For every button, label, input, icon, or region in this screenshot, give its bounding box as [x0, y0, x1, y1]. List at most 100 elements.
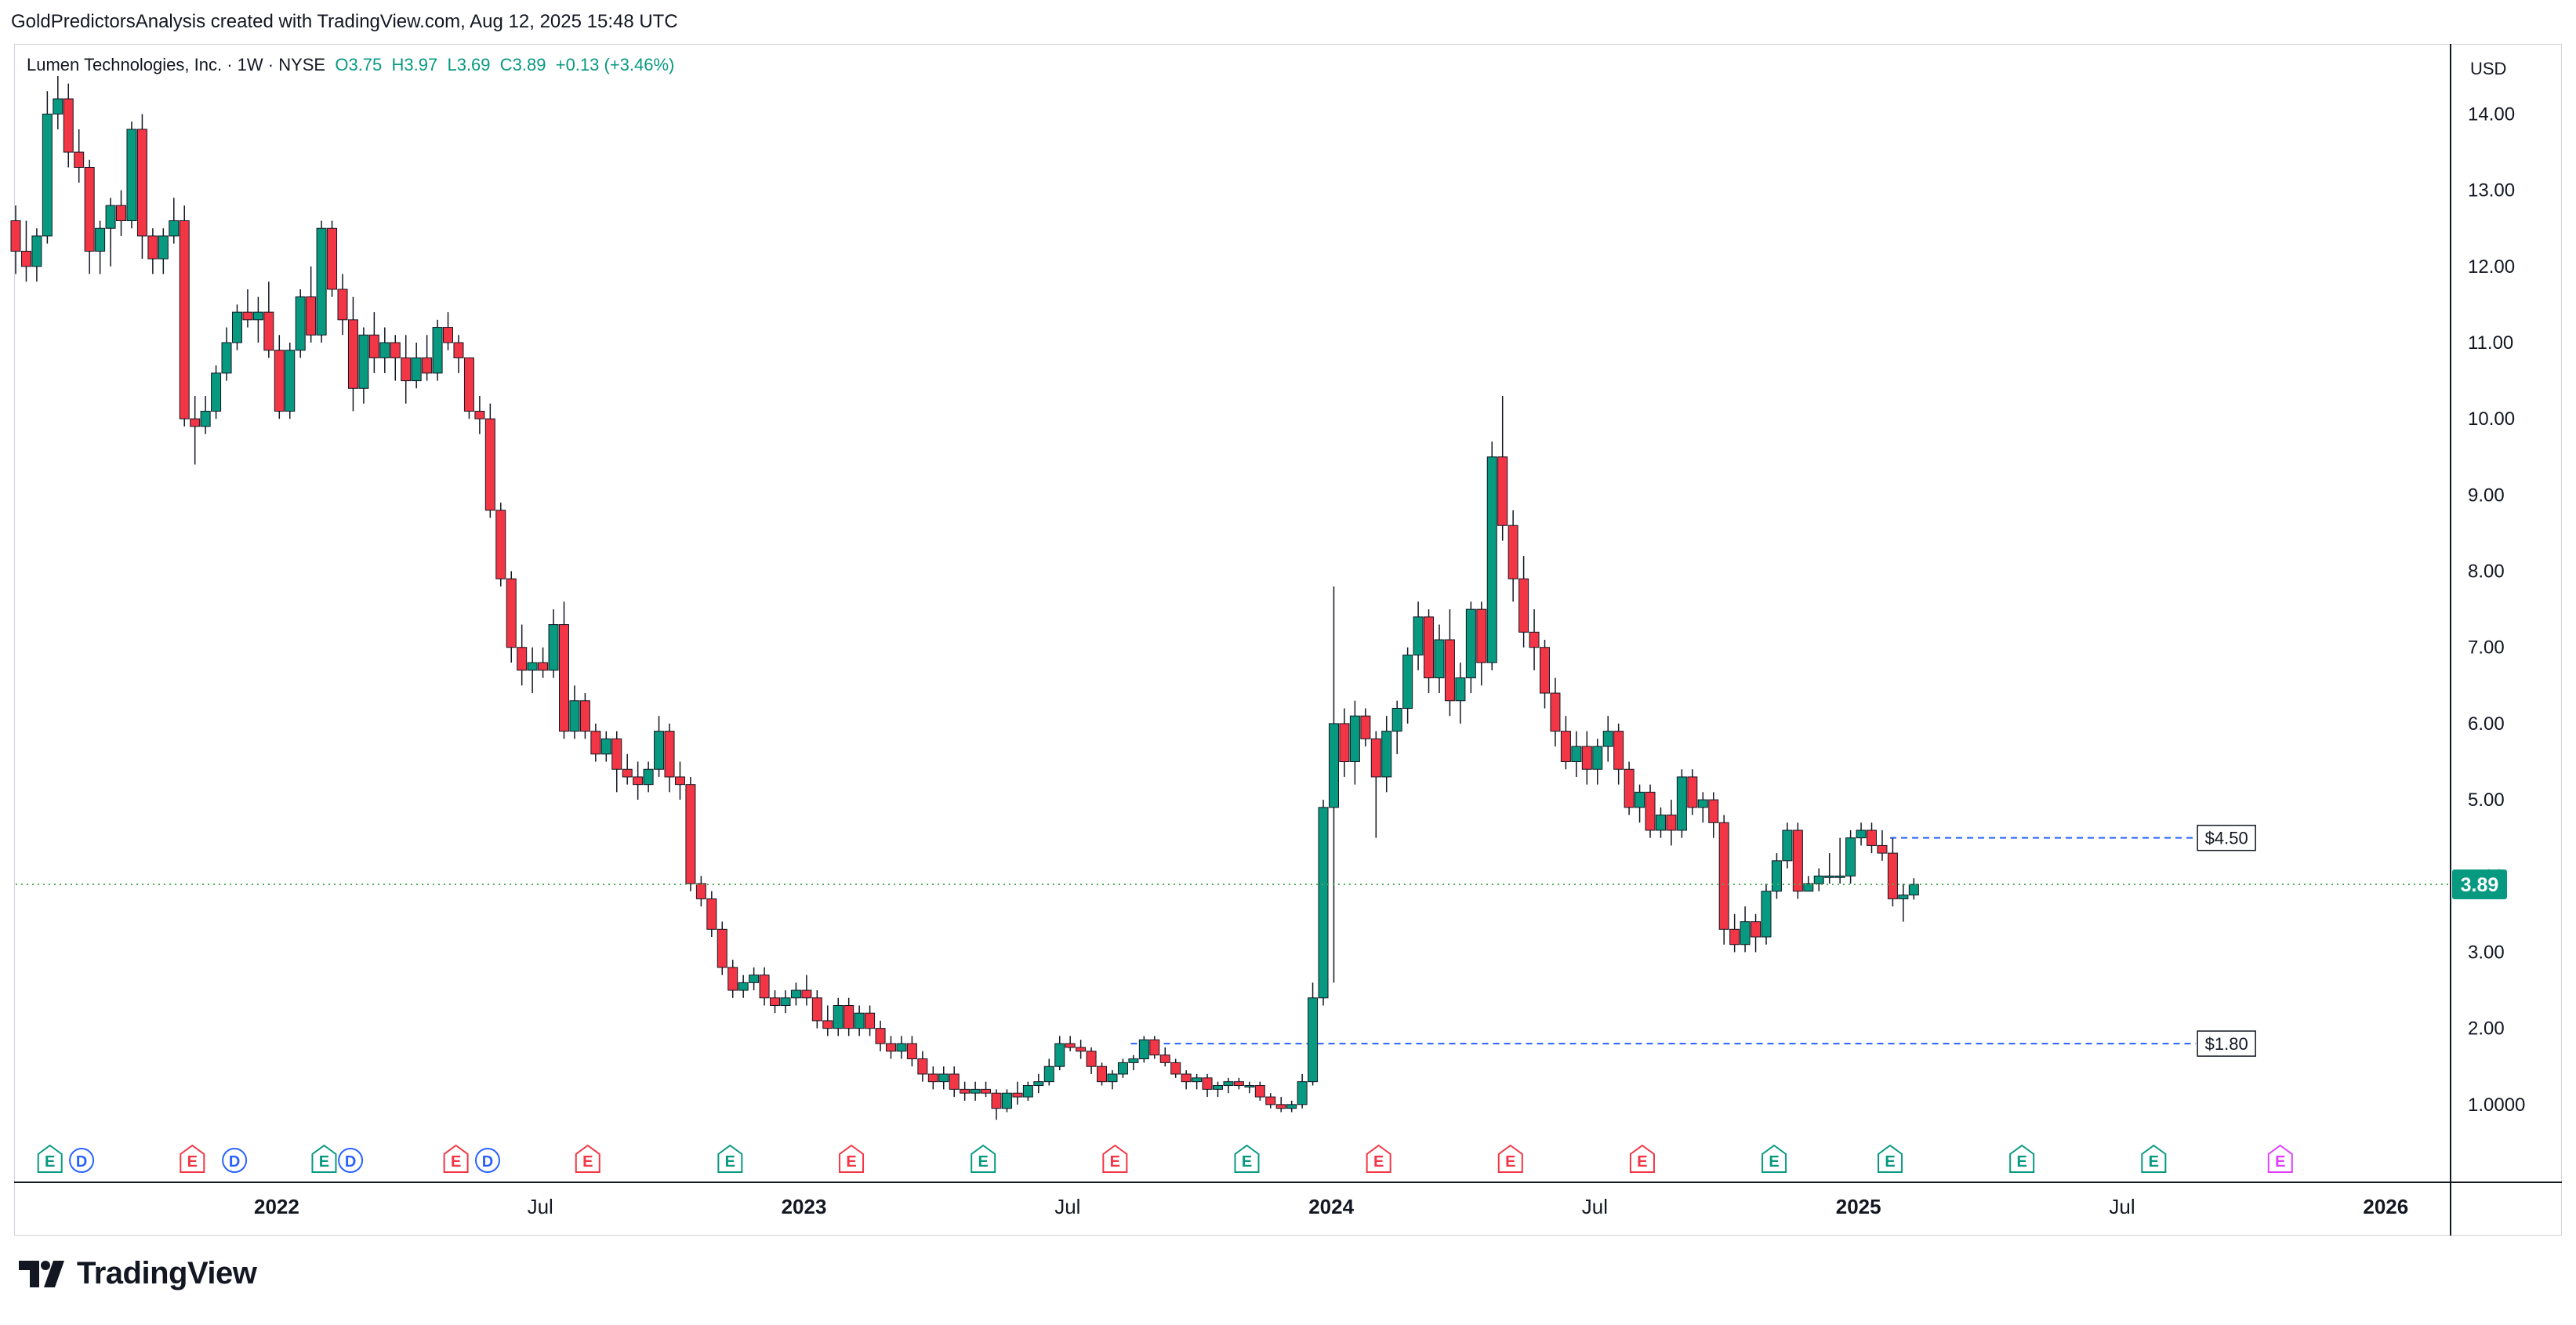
candle-body — [242, 311, 253, 321]
earnings-shape — [717, 1144, 743, 1173]
candle — [200, 396, 211, 434]
candle — [295, 289, 306, 358]
earnings-event-icon: E — [2009, 1144, 2035, 1173]
candle-body — [1297, 1081, 1308, 1105]
candle — [1666, 800, 1677, 846]
candle — [221, 327, 232, 381]
event-letter: E — [319, 1153, 329, 1171]
candle-body — [1465, 608, 1476, 679]
candle — [1803, 876, 1814, 892]
candle-body — [1065, 1043, 1076, 1048]
symbol-legend: Lumen Technologies, Inc. · 1W · NYSE O3.… — [27, 55, 674, 75]
candle — [379, 327, 390, 373]
candle-body — [1697, 799, 1708, 808]
candle — [1213, 1081, 1224, 1098]
chart-attribution: GoldPredictorsAnalysis created with Trad… — [11, 11, 678, 32]
candle — [1434, 624, 1445, 694]
candle-body — [1001, 1092, 1012, 1109]
candle — [1223, 1077, 1234, 1094]
candle — [695, 876, 706, 907]
event-letter: D — [345, 1153, 356, 1171]
candle-body — [1391, 707, 1402, 732]
candle — [590, 723, 601, 762]
event-letter: E — [978, 1153, 989, 1171]
candle-body — [1634, 791, 1645, 808]
candle — [1877, 829, 1888, 861]
earnings-event-icon: E — [839, 1144, 865, 1173]
candle-body — [358, 334, 369, 389]
candle-body — [517, 647, 528, 671]
candle-body — [53, 98, 63, 114]
earnings-shape — [2267, 1144, 2293, 1173]
candle — [190, 396, 201, 465]
candle — [1117, 1058, 1128, 1078]
candle-body — [1592, 746, 1603, 770]
level-label-box — [2197, 824, 2256, 851]
candle-body — [790, 989, 801, 999]
time-tick-label: Jul — [1582, 1195, 1608, 1218]
candle — [1065, 1036, 1076, 1051]
earnings-shape — [2009, 1144, 2035, 1173]
candle-body — [991, 1092, 1002, 1109]
candle — [42, 91, 53, 244]
current-price-badge — [2452, 869, 2507, 899]
candle — [453, 335, 464, 373]
candle-body — [949, 1073, 960, 1090]
tradingview-logo-icon — [19, 1260, 64, 1287]
level-label-box — [2197, 1030, 2256, 1057]
candle-body — [1718, 822, 1729, 930]
candle — [1856, 822, 1867, 846]
candle-body — [1645, 791, 1656, 831]
candle — [664, 723, 675, 793]
candle-body — [1771, 860, 1782, 892]
earnings-event-icon: E — [1234, 1144, 1260, 1173]
event-letter: E — [582, 1153, 593, 1171]
candle-body — [1824, 875, 1835, 878]
candle — [611, 731, 622, 793]
price-tick-label: 2.00 — [2468, 1018, 2505, 1040]
candle-body — [1729, 928, 1740, 946]
candle-body — [1128, 1058, 1139, 1063]
candle — [865, 1005, 876, 1036]
candle-body — [274, 350, 285, 412]
candle — [1708, 792, 1719, 838]
event-letter: E — [2017, 1153, 2027, 1171]
candle — [896, 1036, 907, 1059]
candle — [970, 1081, 981, 1101]
earnings-shape — [2141, 1144, 2167, 1173]
dividend-circle — [338, 1148, 364, 1173]
symbol-name[interactable]: Lumen Technologies, Inc. · 1W · NYSE — [27, 55, 326, 74]
candle-body — [1054, 1043, 1065, 1067]
candle — [548, 609, 559, 678]
candle — [790, 982, 801, 1006]
candle-body — [706, 898, 717, 930]
candle-body — [1286, 1104, 1297, 1109]
candle — [231, 304, 242, 350]
tradingview-logo[interactable]: TradingView — [19, 1256, 257, 1291]
horizontal-levels: $4.50 $1.80 — [1130, 824, 2256, 1057]
candle — [633, 761, 644, 800]
legend-high: H3.97 — [391, 55, 438, 74]
candle — [1476, 601, 1487, 686]
candle — [84, 159, 95, 274]
candle-body — [1455, 677, 1466, 702]
candle-body — [474, 410, 485, 419]
candle — [1192, 1073, 1203, 1090]
candle-body — [390, 342, 401, 358]
candle — [1370, 731, 1381, 838]
level-label: $4.50 — [2205, 829, 2248, 848]
candle — [63, 83, 74, 168]
candle — [1043, 1058, 1054, 1086]
candle-body — [105, 205, 116, 229]
current-price: 3.89 — [16, 869, 2507, 899]
dividend-event-icon: D — [222, 1148, 248, 1173]
candle-body — [337, 289, 348, 321]
candle-body — [1223, 1081, 1234, 1087]
candle — [31, 228, 42, 282]
candle — [1624, 761, 1634, 815]
candle — [1687, 769, 1698, 815]
candle-body — [1370, 738, 1381, 778]
candle — [833, 997, 844, 1036]
candle — [770, 990, 781, 1014]
